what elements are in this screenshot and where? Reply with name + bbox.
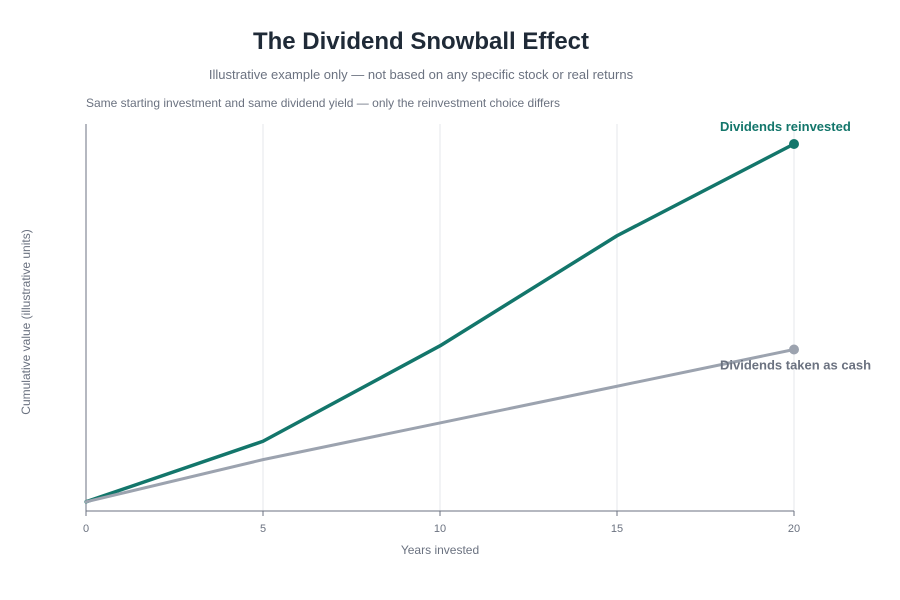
series-end-marker-0 xyxy=(789,139,799,149)
series-line-0 xyxy=(84,142,796,504)
x-tick-label-15: 15 xyxy=(611,523,623,535)
x-ticks: 0 5 10 15 20 xyxy=(83,511,800,535)
series-label-0: Dividends reinvested xyxy=(720,119,851,134)
x-tick-label-5: 5 xyxy=(260,523,266,535)
series-group: Dividends reinvested Dividends taken as c… xyxy=(84,119,871,504)
x-tick-label-0: 0 xyxy=(83,523,89,535)
x-tick-label-10: 10 xyxy=(434,523,446,535)
grid-lines xyxy=(262,124,795,511)
series-end-marker-1 xyxy=(789,344,799,355)
chart-title: The Dividend Snowball Effect xyxy=(252,28,590,55)
series-line-1 xyxy=(84,348,796,504)
x-axis-label: Years invested xyxy=(400,543,480,557)
chart-subtitle: Illustrative example only — not based on… xyxy=(208,67,634,82)
x-tick-label-20: 20 xyxy=(788,523,800,535)
chart-annotation: Same starting investment and same divide… xyxy=(86,96,561,110)
series-label-1: Dividends taken as cash xyxy=(720,358,871,373)
